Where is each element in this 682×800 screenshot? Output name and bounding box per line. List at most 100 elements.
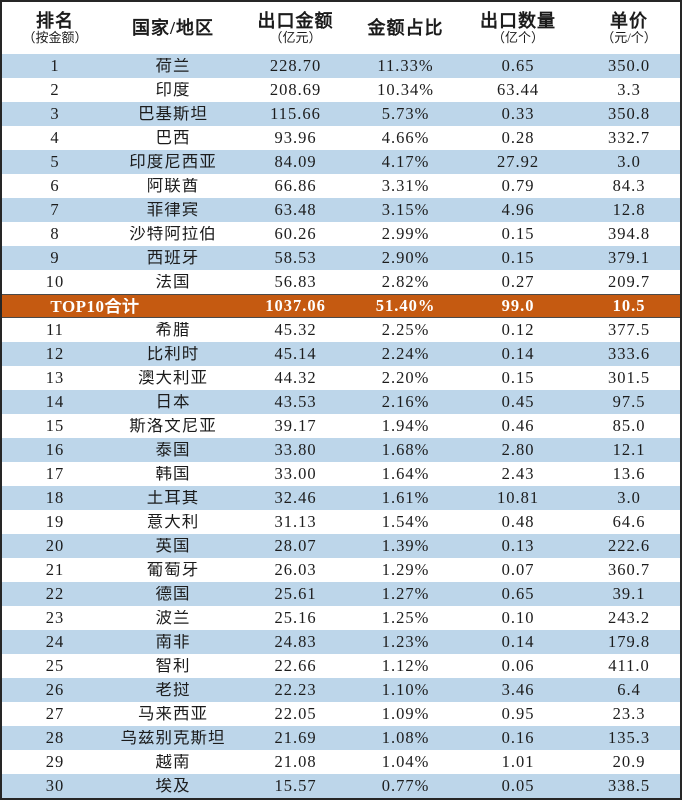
cell-qty: 0.05 (501, 777, 535, 795)
cell-share: 1.64% (381, 465, 430, 483)
column-unit: （亿个） (491, 29, 544, 45)
cell-rank: 15 (45, 417, 65, 435)
column-header-1: 排名 （按金额） (2, 2, 108, 54)
cell-amount: 63.48 (274, 201, 317, 219)
cell-share: 10.34% (377, 81, 434, 99)
cell-amount: 208.69 (269, 81, 322, 99)
table-row: 17 韩国 33.00 1.64% 2.43 13.6 (2, 462, 680, 486)
cell-price: 13.6 (612, 465, 646, 483)
table-row: 30 埃及 15.57 0.77% 0.05 338.5 (2, 774, 680, 798)
cell-share: 1.54% (381, 513, 430, 531)
cell-qty: 2.43 (501, 465, 535, 483)
cell-rank: 10 (45, 273, 65, 291)
cell-amount: 45.32 (274, 321, 317, 339)
cell-rank: 9 (50, 249, 60, 267)
table-row: 24 南非 24.83 1.23% 0.14 179.8 (2, 630, 680, 654)
cell-rank: 20 (45, 537, 65, 555)
cell-rank: 19 (45, 513, 65, 531)
cell-share: 51.40% (375, 297, 436, 315)
cell-price: 222.6 (607, 537, 651, 555)
table-row: 26 老挝 22.23 1.10% 3.46 6.4 (2, 678, 680, 702)
table-body: 1 荷兰 228.70 11.33% 0.65 350.0 2 印度 208.6… (2, 54, 680, 798)
cell-country: 澳大利亚 (138, 369, 208, 387)
table-row: 28 乌兹别克斯坦 21.69 1.08% 0.16 135.3 (2, 726, 680, 750)
cell-qty: 0.06 (501, 657, 535, 675)
cell-share: 2.90% (381, 249, 430, 267)
cell-price: 411.0 (608, 657, 650, 675)
cell-price: 6.4 (617, 681, 641, 699)
cell-share: 5.73% (381, 105, 430, 123)
table-row: 18 土耳其 32.46 1.61% 10.81 3.0 (2, 486, 680, 510)
cell-qty: 0.27 (501, 273, 535, 291)
cell-total-label: TOP10合计 (50, 297, 140, 315)
cell-country: 巴基斯坦 (138, 105, 208, 123)
cell-qty: 27.92 (496, 153, 540, 171)
cell-country: 法国 (155, 273, 191, 291)
column-title: 金额占比 (367, 17, 444, 38)
column-title: 出口数量 (480, 10, 556, 31)
column-title: 单价 (610, 10, 648, 31)
cell-qty: 0.14 (501, 633, 535, 651)
cell-price: 350.0 (607, 57, 651, 75)
cell-qty: 0.65 (501, 57, 535, 75)
cell-share: 2.20% (381, 369, 430, 387)
cell-country: 巴西 (155, 129, 191, 147)
cell-country: 南非 (155, 633, 191, 651)
cell-price: 23.3 (612, 705, 646, 723)
cell-rank: 8 (50, 225, 60, 243)
cell-qty: 0.95 (501, 705, 535, 723)
cell-share: 1.09% (381, 705, 430, 723)
cell-amount: 1037.06 (265, 297, 326, 315)
cell-rank: 2 (50, 81, 60, 99)
table-row: 25 智利 22.66 1.12% 0.06 411.0 (2, 654, 680, 678)
cell-rank: 29 (45, 753, 65, 771)
cell-share: 4.17% (381, 153, 430, 171)
cell-rank: 7 (50, 201, 60, 219)
cell-qty: 0.79 (501, 177, 535, 195)
cell-rank: 16 (45, 441, 65, 459)
cell-country: 老挝 (155, 681, 191, 699)
table-row: 23 波兰 25.16 1.25% 0.10 243.2 (2, 606, 680, 630)
column-unit: （按金额） (22, 29, 88, 45)
cell-country: 意大利 (146, 513, 200, 531)
cell-qty: 0.33 (501, 105, 535, 123)
cell-price: 377.5 (607, 321, 651, 339)
cell-amount: 43.53 (274, 393, 317, 411)
cell-qty: 0.14 (501, 345, 535, 363)
cell-price: 12.1 (612, 441, 646, 459)
cell-qty: 0.15 (501, 369, 535, 387)
cell-rank: 3 (50, 105, 60, 123)
cell-rank: 27 (45, 705, 65, 723)
cell-amount: 56.83 (274, 273, 317, 291)
cell-qty: 0.07 (501, 561, 535, 579)
cell-amount: 33.80 (274, 441, 317, 459)
cell-amount: 66.86 (274, 177, 317, 195)
cell-share: 1.61% (381, 489, 430, 507)
cell-rank: 21 (45, 561, 65, 579)
column-unit: （元/个） (601, 29, 657, 45)
table-row: 11 希腊 45.32 2.25% 0.12 377.5 (2, 318, 680, 342)
cell-rank: 28 (45, 729, 65, 747)
table-row: 14 日本 43.53 2.16% 0.45 97.5 (2, 390, 680, 414)
cell-country: 马来西亚 (138, 705, 208, 723)
cell-price: 3.0 (617, 153, 641, 171)
cell-country: 印度 (155, 81, 191, 99)
cell-price: 85.0 (612, 417, 646, 435)
cell-amount: 33.00 (274, 465, 317, 483)
cell-share: 2.99% (381, 225, 430, 243)
cell-rank: 5 (50, 153, 60, 171)
cell-country: 日本 (155, 393, 191, 411)
cell-share: 4.66% (381, 129, 430, 147)
cell-share: 1.25% (381, 609, 430, 627)
column-title: 出口金额 (257, 10, 334, 31)
cell-rank: 12 (45, 345, 65, 363)
cell-qty: 0.16 (501, 729, 535, 747)
table-row: 6 阿联酋 66.86 3.31% 0.79 84.3 (2, 174, 680, 198)
column-header-6: 单价 （元/个） (578, 2, 680, 54)
cell-country: 智利 (155, 657, 191, 675)
cell-country: 泰国 (155, 441, 191, 459)
cell-amount: 26.03 (274, 561, 317, 579)
cell-rank: 1 (50, 57, 60, 75)
cell-share: 1.23% (381, 633, 430, 651)
cell-amount: 58.53 (274, 249, 317, 267)
